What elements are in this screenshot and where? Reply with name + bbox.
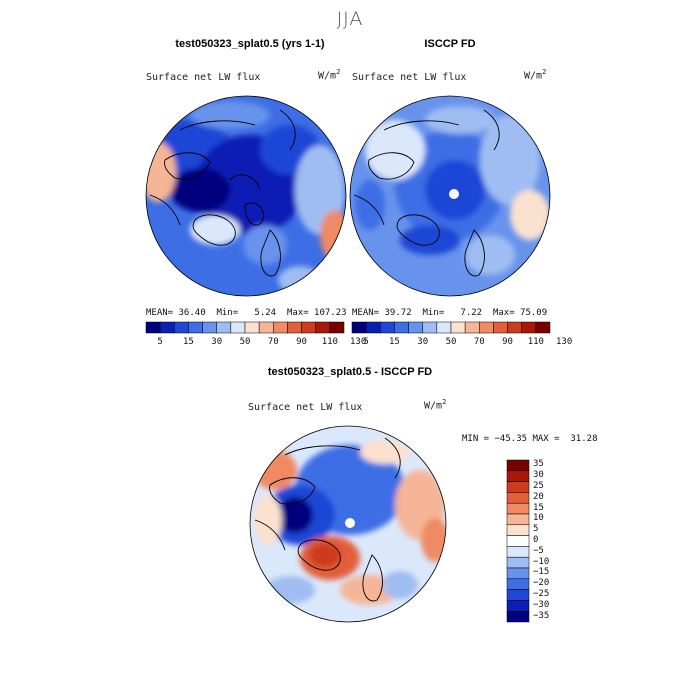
colorbar-swatch (408, 321, 423, 334)
colorbar-tick-label: −25 (533, 589, 550, 599)
colorbar-tick-label: 70 (267, 337, 279, 347)
colorbar-tick-label: 30 (533, 470, 544, 481)
colorbar-swatch (202, 321, 217, 334)
colorbar-swatch (159, 321, 175, 334)
colorbar-tick-label: 50 (239, 337, 251, 347)
colorbar-tick-label: −10 (533, 556, 550, 567)
colorbar-swatch (507, 321, 522, 334)
right-units-label: W/m2 (524, 68, 547, 82)
right-variable-label: Surface net LW flux (352, 72, 467, 83)
colorbar-swatch (287, 321, 302, 334)
colorbar-tick-label: 30 (417, 337, 429, 347)
colorbar-tick-label: 90 (502, 337, 513, 347)
colorbar-swatch (329, 321, 345, 334)
colorbar-swatch (394, 321, 409, 334)
colorbar-swatch (188, 321, 203, 334)
colorbar-tick-label: 10 (533, 513, 544, 524)
left-colorbar (145, 321, 345, 334)
colorbar-tick-label: 35 (533, 459, 544, 470)
colorbar-swatch (506, 492, 530, 504)
colorbar-swatch (230, 321, 246, 334)
colorbar-tick-label: 90 (296, 337, 307, 347)
colorbar-swatch (301, 321, 316, 334)
colorbar-tick-label: 15 (533, 502, 544, 513)
colorbar-swatch (521, 321, 537, 334)
colorbar-swatch (535, 321, 551, 334)
colorbar-swatch (464, 321, 480, 334)
colorbar-swatch (506, 513, 530, 526)
colorbar-swatch (244, 321, 260, 334)
colorbar-swatch (506, 589, 530, 601)
colorbar-tick-label: 5 (533, 524, 539, 535)
colorbar-swatch (174, 321, 189, 334)
colorbar-swatch (506, 459, 530, 472)
right-polar-map (350, 96, 550, 296)
colorbar-swatch (506, 600, 530, 612)
colorbar-swatch (506, 524, 530, 536)
colorbar-swatch (506, 481, 530, 493)
colorbar-tick-label: −20 (533, 578, 550, 589)
colorbar-tick-label: 15 (183, 337, 194, 347)
colorbar-tick-label: 50 (445, 337, 457, 347)
difference-colorbar (506, 459, 530, 623)
colorbar-tick-label: −30 (533, 599, 550, 610)
left-variable-label: Surface net LW flux (146, 72, 261, 83)
colorbar-tick-label: 110 (527, 337, 544, 347)
colorbar-tick-label: −15 (533, 567, 550, 578)
colorbar-swatch (273, 321, 288, 334)
colorbar-tick-label: 110 (321, 337, 338, 347)
colorbar-tick-label: 20 (533, 491, 544, 502)
colorbar-tick-label: 70 (473, 337, 485, 347)
colorbar-swatch (493, 321, 508, 334)
colorbar-swatch (506, 546, 530, 558)
difference-panel-title: test050323_splat0.5 - ISCCP FD (267, 366, 433, 378)
season-title: JJA (336, 8, 364, 30)
difference-polar-map (250, 426, 446, 622)
colorbar-tick-label: 130 (556, 337, 573, 347)
colorbar-tick-label: 130 (350, 337, 367, 347)
colorbar-swatch (380, 321, 395, 334)
left-stats: MEAN= 36.40 Min= 5.24 Max= 107.23 (146, 308, 347, 318)
colorbar-swatch (422, 321, 438, 334)
colorbar-swatch (258, 321, 274, 334)
colorbar-tick-label: −35 (533, 610, 550, 621)
colorbar-swatch (216, 321, 232, 334)
difference-stats: MIN = −45.35 MAX = 31.28 (462, 434, 598, 444)
colorbar-tick-label: 0 (533, 535, 539, 545)
colorbar-tick-label: 30 (211, 337, 223, 347)
colorbar-swatch (506, 502, 530, 515)
colorbar-tick-label: 15 (389, 337, 400, 347)
colorbar-swatch (450, 321, 466, 334)
colorbar-swatch (479, 321, 494, 334)
difference-variable-label: Surface net LW flux (248, 402, 363, 413)
colorbar-swatch (436, 321, 452, 334)
colorbar-swatch (506, 556, 530, 569)
right-colorbar (351, 321, 551, 334)
right-stats: MEAN= 39.72 Min= 7.22 Max= 75.09 (352, 308, 548, 318)
colorbar-swatch (506, 578, 530, 590)
right-panel-title: ISCCP FD (424, 38, 476, 50)
colorbar-tick-label: 5 (157, 337, 163, 347)
left-panel-title: test050323_splat0.5 (yrs 1-1) (175, 38, 325, 50)
colorbar-swatch (506, 535, 530, 547)
colorbar-swatch (365, 321, 381, 334)
difference-units-label: W/m2 (424, 398, 447, 412)
left-polar-map (146, 96, 346, 296)
colorbar-tick-label: 5 (363, 337, 369, 347)
colorbar-swatch (315, 321, 331, 334)
left-units-label: W/m2 (318, 68, 341, 82)
colorbar-swatch (506, 567, 530, 580)
colorbar-swatch (506, 610, 530, 623)
colorbar-swatch (506, 470, 530, 482)
colorbar-tick-label: 25 (533, 481, 544, 491)
colorbar-swatch (145, 321, 161, 334)
colorbar-swatch (351, 321, 367, 334)
colorbar-tick-label: −5 (533, 545, 544, 556)
